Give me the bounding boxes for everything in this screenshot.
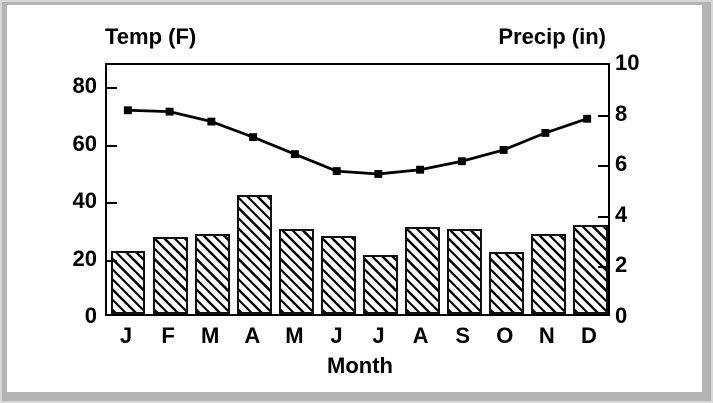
month-label: J bbox=[372, 323, 385, 348]
month-label: J bbox=[330, 323, 343, 348]
left-axis-tick-label: 60 bbox=[72, 130, 97, 156]
left-axis-tick bbox=[107, 259, 117, 262]
precip-bar bbox=[363, 254, 398, 314]
right-axis-tick-label: 8 bbox=[615, 100, 628, 126]
x-axis-title: Month bbox=[327, 353, 393, 378]
left-axis-tick bbox=[107, 87, 117, 89]
month-label: M bbox=[201, 323, 220, 348]
temp-point-marker bbox=[290, 150, 299, 159]
month-label: A bbox=[412, 323, 429, 348]
right-axis-tick-label: 10 bbox=[615, 50, 640, 75]
temp-point-marker bbox=[583, 114, 592, 123]
temp-point-marker bbox=[165, 107, 174, 116]
temp-line-layer bbox=[123, 106, 592, 178]
left-axis-tick-label: 40 bbox=[72, 188, 97, 213]
precip-bar bbox=[278, 229, 314, 314]
precip-bar bbox=[194, 234, 230, 314]
precip-bar bbox=[447, 229, 483, 314]
temp-point-marker bbox=[374, 170, 383, 178]
month-label: D bbox=[581, 323, 597, 348]
right-axis-tick-label: 6 bbox=[615, 151, 628, 177]
temp-point-marker bbox=[457, 157, 466, 166]
month-label: J bbox=[119, 323, 133, 348]
temp-point-marker bbox=[416, 165, 425, 174]
temp-point-marker bbox=[541, 128, 550, 137]
temp-point-marker bbox=[249, 133, 258, 142]
right-axis-tick bbox=[598, 114, 608, 117]
precip-bars-layer bbox=[107, 65, 609, 314]
right-axis-tick bbox=[598, 266, 608, 269]
precip-bar bbox=[320, 235, 356, 314]
month-label: O bbox=[496, 323, 514, 348]
right-axis-tick-label: 0 bbox=[615, 303, 628, 328]
precip-bar bbox=[236, 195, 272, 314]
month-label: M bbox=[285, 323, 304, 348]
precip-bar bbox=[573, 225, 609, 314]
left-axis-tick-label: 0 bbox=[84, 303, 97, 328]
month-label: A bbox=[244, 323, 261, 348]
precip-bar bbox=[405, 226, 441, 314]
left-axis-title: Temp (F) bbox=[105, 24, 197, 49]
precip-bar bbox=[531, 234, 567, 314]
temp-point-marker bbox=[499, 145, 508, 154]
right-axis-tick-label: 4 bbox=[615, 201, 628, 227]
left-axis-tick bbox=[107, 202, 117, 204]
month-label: S bbox=[455, 323, 471, 348]
temp-point-marker bbox=[332, 167, 341, 176]
temp-point-marker bbox=[123, 106, 132, 115]
right-axis-tick bbox=[598, 165, 608, 168]
plot-area bbox=[105, 63, 610, 316]
month-label: F bbox=[161, 323, 175, 348]
precip-bar bbox=[152, 236, 188, 314]
right-axis-tick-label: 2 bbox=[615, 252, 628, 278]
precip-bar bbox=[489, 252, 525, 314]
month-label: N bbox=[538, 323, 555, 348]
right-axis-title: Precip (in) bbox=[498, 24, 606, 49]
temp-line bbox=[127, 108, 588, 176]
left-axis-tick bbox=[107, 144, 117, 147]
left-axis-tick-label: 20 bbox=[72, 245, 97, 271]
right-axis-tick bbox=[598, 215, 608, 218]
left-axis-tick-label: 80 bbox=[72, 73, 97, 98]
temp-point-marker bbox=[207, 117, 216, 126]
